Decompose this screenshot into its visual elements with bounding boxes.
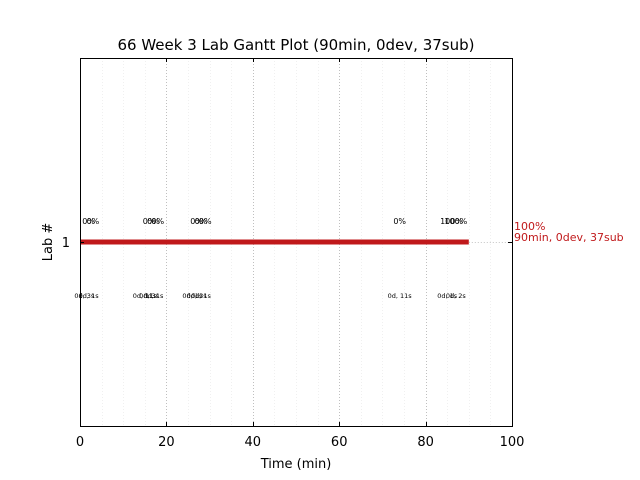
progress-label: 100% — [440, 217, 463, 226]
x-axis: 0 20 40 60 80 100 — [76, 58, 525, 450]
chart-title: 66 Week 3 Lab Gantt Plot (90min, 0dev, 3… — [117, 36, 474, 54]
lab-bar — [80, 239, 469, 245]
time-label: 0d, 1s — [182, 292, 203, 300]
y-tick-label: 1 — [62, 236, 70, 251]
time-label: 0d, 3s — [139, 292, 160, 300]
x-tick-label: 60 — [331, 435, 348, 450]
time-label: 0d, 1s — [437, 292, 458, 300]
time-label: 0d, 3s — [74, 292, 95, 300]
time-label: 0d, 1s — [143, 292, 164, 300]
progress-label: 100% — [444, 217, 467, 226]
y-axis: 1 — [62, 236, 512, 251]
x-tick-label: 100 — [500, 435, 525, 450]
time-label: 0d, 3s — [187, 292, 208, 300]
time-label: 0d, 2s — [446, 292, 467, 300]
y-axis-label: Lab # — [41, 223, 56, 262]
time-label: 0d, 1s — [191, 292, 212, 300]
bar-end-label: 90min, 0dev, 37sub — [514, 231, 624, 244]
x-tick-label: 80 — [417, 435, 434, 450]
progress-label: 0% — [151, 217, 164, 226]
progress-label: 0% — [143, 217, 156, 226]
progress-label: 0% — [147, 217, 160, 226]
x-tick-label: 40 — [245, 435, 262, 450]
progress-label: 0% — [82, 217, 95, 226]
time-label: 0d, 11s — [388, 292, 413, 300]
progress-label: 0% — [190, 217, 203, 226]
progress-label: 0% — [87, 217, 100, 226]
time-label: 0d, 11s — [133, 292, 158, 300]
x-tick-label: 0 — [76, 435, 84, 450]
progress-label: 0% — [195, 217, 208, 226]
time-label: 0d, 1s — [79, 292, 100, 300]
x-tick-label: 20 — [158, 435, 175, 450]
bar-end-label: 100% — [514, 220, 545, 233]
progress-label: 0% — [393, 217, 406, 226]
bars-layer — [80, 239, 469, 245]
x-axis-label: Time (min) — [260, 457, 332, 472]
progress-label: 0% — [199, 217, 212, 226]
